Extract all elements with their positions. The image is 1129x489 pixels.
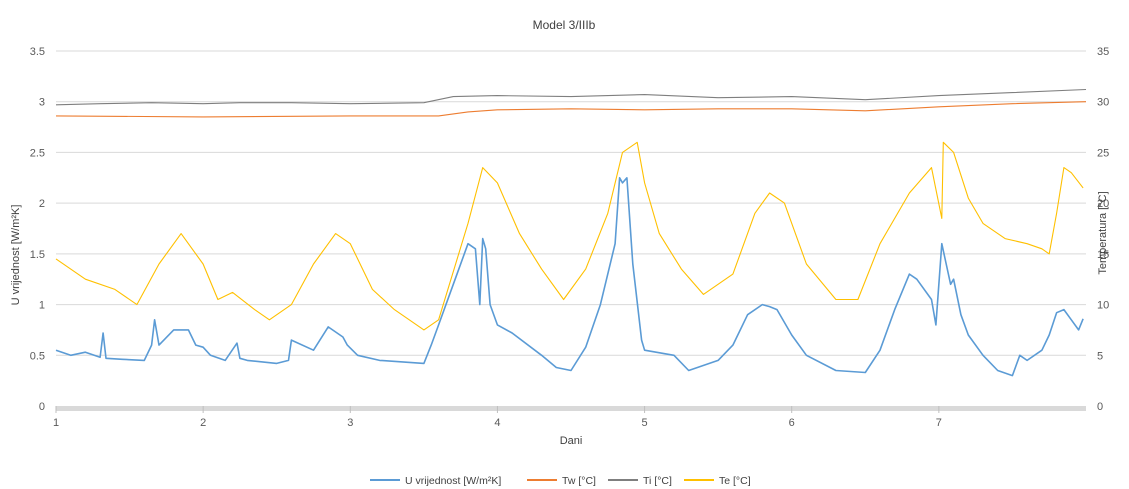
legend: U vrijednost [W/m²K] Tw [°C] Ti [°C] Te [°C… xyxy=(370,475,751,487)
y-left-tick-label: 3 xyxy=(39,97,45,109)
y-left-tick-label: 2 xyxy=(39,198,45,210)
x-tick-label: 3 xyxy=(347,417,353,429)
x-axis-title: Dani xyxy=(560,435,583,447)
chart-title: Model 3/IIIb xyxy=(533,18,596,32)
x-tick-label: 7 xyxy=(936,417,942,429)
y-left-tick-label: 0 xyxy=(39,401,45,413)
legend-label: Te [°C] xyxy=(719,475,751,487)
y-left-tick-label: 1.5 xyxy=(30,249,45,261)
y-right-tick-label: 35 xyxy=(1097,46,1109,58)
right-y-axis-title: Temperatura [°C] xyxy=(1097,191,1109,274)
series-line-0 xyxy=(55,177,1084,377)
y-right-tick-label: 15 xyxy=(1097,249,1109,261)
left-y-axis-title: U vrijednost [W/m²K] xyxy=(10,205,22,306)
x-tick-label: 4 xyxy=(494,417,500,429)
right-y-axis-ticks: 0 5 10 15 20 25 30 35 xyxy=(1097,46,1109,413)
x-tick-label: 2 xyxy=(200,417,206,429)
x-tick-label: 6 xyxy=(789,417,795,429)
legend-label: U vrijednost [W/m²K] xyxy=(405,475,501,487)
series-line-3 xyxy=(55,141,1084,331)
y-left-tick-label: 3.5 xyxy=(30,46,45,58)
gridlines xyxy=(56,50,1086,356)
y-right-tick-label: 0 xyxy=(1097,401,1103,413)
plot-area xyxy=(55,88,1087,377)
x-tick-label: 1 xyxy=(53,417,59,429)
x-axis-band xyxy=(56,406,1086,411)
series-line-2 xyxy=(55,88,1087,106)
y-left-tick-label: 0.5 xyxy=(30,350,45,362)
x-axis-ticks: 1 2 3 4 5 6 7 xyxy=(53,406,942,429)
series-line-1 xyxy=(55,101,1087,118)
y-left-tick-label: 2.5 xyxy=(30,147,45,159)
legend-label: Tw [°C] xyxy=(562,475,596,487)
y-right-tick-label: 10 xyxy=(1097,300,1109,312)
y-right-tick-label: 25 xyxy=(1097,147,1109,159)
y-right-tick-label: 5 xyxy=(1097,350,1103,362)
legend-label: Ti [°C] xyxy=(643,475,672,487)
x-tick-label: 5 xyxy=(642,417,648,429)
y-left-tick-label: 1 xyxy=(39,300,45,312)
y-right-tick-label: 20 xyxy=(1097,198,1109,210)
left-y-axis-ticks: 0 0.5 1 1.5 2 2.5 3 3.5 xyxy=(30,46,45,413)
y-right-tick-label: 30 xyxy=(1097,97,1109,109)
